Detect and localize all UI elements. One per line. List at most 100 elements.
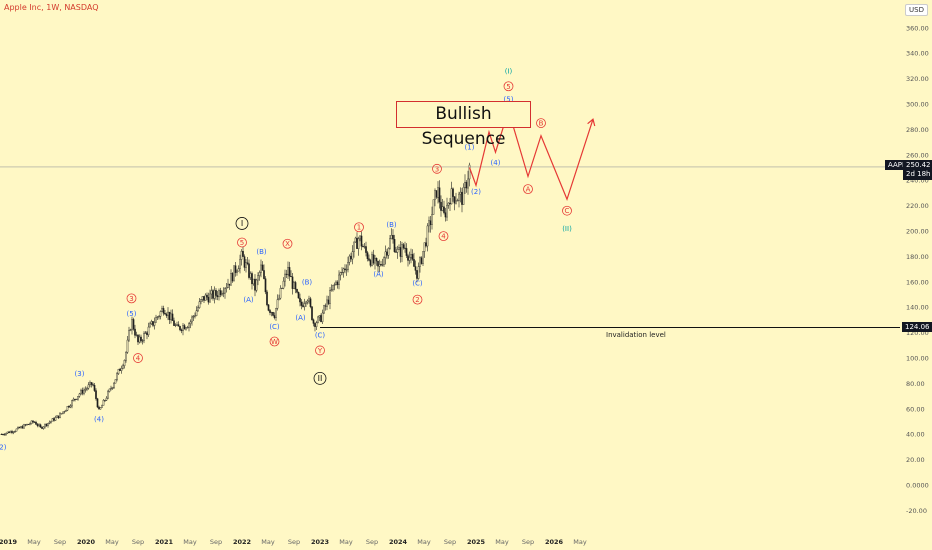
candle-body — [65, 409, 67, 412]
candle-body — [86, 387, 88, 390]
candle-body — [459, 191, 462, 195]
candle-body — [195, 310, 198, 316]
candle-body — [171, 313, 174, 321]
wave-label: 1 — [357, 224, 361, 232]
x-tick-label: 2021 — [155, 538, 174, 546]
x-tick-label: 2020 — [77, 538, 96, 546]
candle-body — [17, 426, 19, 430]
candle-body — [126, 339, 129, 353]
candle-body — [282, 280, 285, 289]
candle-body — [309, 298, 312, 307]
candle-body — [342, 268, 345, 273]
wave-label: 3 — [129, 295, 133, 303]
wave-label: 4 — [441, 233, 446, 241]
candle-body — [414, 266, 417, 271]
wave-label-circle — [412, 294, 423, 305]
candle-body — [122, 365, 124, 369]
candle-body — [14, 430, 16, 433]
candle-body — [359, 235, 361, 240]
candle-body — [279, 288, 282, 299]
candle-body — [150, 321, 153, 325]
candle-body — [405, 248, 408, 256]
wave-label-circle — [432, 163, 442, 174]
y-tick-label: -20.00 — [906, 507, 927, 515]
candle-body — [392, 235, 394, 240]
candle-body — [269, 310, 271, 313]
candle-body — [83, 389, 85, 394]
x-tick-label: May — [339, 538, 353, 546]
y-tick-label: 300.00 — [906, 101, 929, 109]
candle-body — [374, 257, 376, 264]
y-tick-label: 280.00 — [906, 126, 929, 134]
candle-body — [81, 389, 84, 394]
candle-body — [57, 415, 60, 419]
candle-body — [456, 200, 459, 202]
symbol-title: Apple Inc, 1W, NASDAQ — [4, 3, 99, 12]
candle-body — [261, 264, 264, 271]
candle-body — [450, 188, 453, 205]
candle-body — [428, 220, 430, 227]
candle-body — [32, 420, 34, 423]
candle-body — [53, 418, 55, 421]
candle-body — [54, 417, 57, 421]
x-tick-label: 2019 — [0, 538, 18, 546]
candle-body — [287, 267, 289, 275]
candle-body — [462, 187, 465, 205]
candle-body — [401, 244, 403, 257]
candle-body — [11, 431, 13, 433]
candle-body — [44, 423, 46, 428]
candle-body — [213, 290, 216, 299]
wave-label: (A) — [373, 271, 384, 279]
candle-body — [461, 191, 463, 205]
candle-body — [267, 304, 270, 311]
candle-body — [326, 299, 328, 307]
candle-body — [5, 432, 7, 435]
candle-body — [72, 398, 75, 401]
wave-label-circle — [235, 217, 249, 230]
candle-body — [252, 278, 255, 285]
candle-body — [290, 276, 292, 278]
invalidation-price-tag: 124.06 — [902, 322, 932, 332]
candle-body — [212, 290, 214, 299]
candle-body — [77, 396, 79, 400]
candle-body — [383, 257, 385, 265]
candle-body — [138, 336, 141, 343]
candle-body — [420, 257, 423, 264]
candle-body — [375, 257, 378, 262]
candle-body — [200, 299, 202, 302]
candle-body — [447, 202, 450, 206]
wave-label: 5 — [506, 83, 510, 91]
candle-body — [198, 301, 201, 308]
price-grid — [0, 166, 900, 328]
wave-label: X — [285, 240, 290, 248]
candle-body — [395, 251, 397, 253]
candle-body — [23, 424, 25, 429]
currency-button[interactable]: USD — [905, 4, 928, 16]
x-tick-label: Sep — [132, 538, 144, 546]
candle-body — [113, 382, 115, 388]
candle-body — [116, 373, 118, 380]
y-tick-label: 120.00 — [906, 329, 929, 337]
candle-body — [228, 283, 231, 286]
candle-body — [33, 421, 36, 423]
candle-body — [288, 267, 291, 277]
candle-body — [59, 413, 61, 419]
candle-body — [180, 329, 183, 332]
candle-body — [26, 423, 28, 426]
candle-body — [99, 407, 102, 410]
candle-body — [35, 421, 37, 425]
candle-body — [27, 423, 30, 425]
y-tick-label: 240.00 — [906, 177, 929, 185]
candle-body — [275, 308, 277, 318]
candle-body — [344, 268, 346, 270]
candle-body — [170, 313, 172, 320]
candle-body — [3, 434, 6, 436]
candle-body — [36, 424, 39, 426]
projection-arrowhead — [587, 118, 596, 127]
candle-body — [258, 272, 261, 276]
candle-body — [336, 281, 339, 285]
candle-body — [18, 426, 21, 429]
candle-body — [227, 283, 229, 288]
x-tick-label: Sep — [366, 538, 378, 546]
